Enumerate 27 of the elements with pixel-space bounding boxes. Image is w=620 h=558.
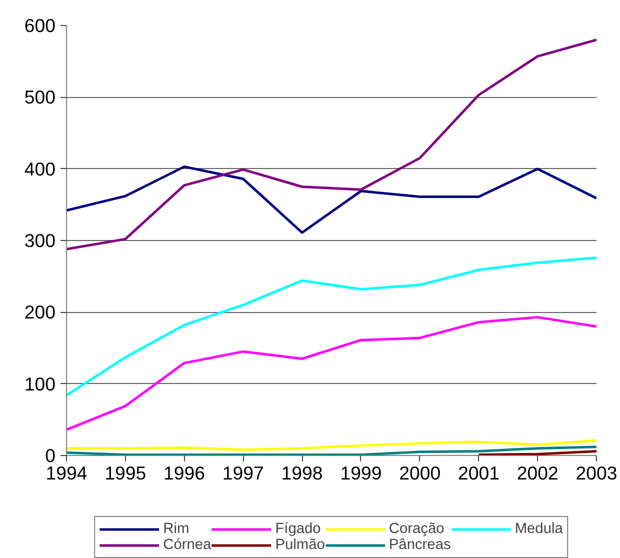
legend-label: Pâncreas — [388, 537, 451, 553]
x-tick-label: 1996 — [164, 462, 206, 484]
legend-label: Coração — [388, 521, 444, 537]
legend-label: Pulmão — [275, 537, 325, 553]
x-tick-label: 2003 — [576, 462, 618, 484]
line-series — [66, 165, 596, 234]
y-tick-label: 500 — [24, 86, 56, 108]
line-series — [66, 38, 596, 250]
x-tick-label: 1998 — [281, 462, 323, 484]
y-tick-label: 300 — [24, 230, 56, 251]
x-tick-label: 1995 — [104, 462, 146, 484]
x-tick-label: 1999 — [340, 462, 382, 484]
y-tick-label: 400 — [24, 158, 56, 180]
y-tick-label: 100 — [24, 373, 56, 394]
x-tick-label: 2001 — [458, 462, 500, 484]
x-tick-label: 1997 — [222, 462, 264, 484]
x-tick-label: 2002 — [516, 462, 558, 484]
line-series — [66, 256, 596, 397]
legend-label: Medula — [514, 521, 563, 537]
legend-label: Rim — [163, 521, 190, 537]
y-tick-label: 600 — [24, 15, 56, 36]
x-tick-label: 2000 — [399, 462, 441, 484]
legend-label: Fígado — [275, 521, 321, 537]
line-series — [66, 439, 596, 452]
legend-label: Córnea — [163, 537, 212, 553]
line-series — [66, 316, 596, 431]
y-tick-label: 200 — [24, 302, 56, 323]
